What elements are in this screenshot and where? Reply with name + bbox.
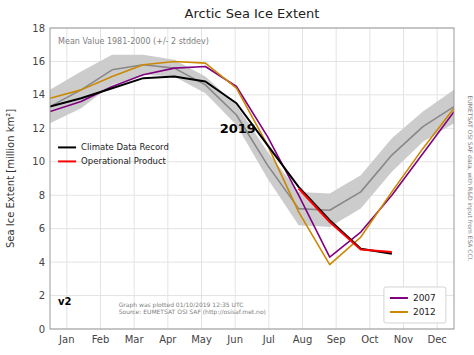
- legend-label: Operational Product: [81, 156, 167, 166]
- x-tick-label: Feb: [92, 334, 110, 345]
- x-tick-label: Oct: [361, 334, 378, 345]
- legend-swatch: [58, 146, 76, 148]
- series-line: [50, 66, 454, 257]
- y-tick-label: 6: [39, 223, 45, 234]
- x-tick-label: Dec: [427, 334, 446, 345]
- series-line: [50, 76, 392, 253]
- y-tick-label: 2: [39, 290, 45, 301]
- chart: 0 2 4 6 8 10 12 14 16 18 Jan Feb Mar Apr May Jun Jul Aug S…: [0, 0, 474, 355]
- y-grid-line: [50, 228, 454, 229]
- title: Arctic Sea Ice Extent: [185, 6, 320, 21]
- legend-swatch: [58, 160, 76, 162]
- y-tick-label: 14: [32, 89, 45, 100]
- legend: 2007 2012: [384, 287, 446, 323]
- grid: [50, 28, 454, 329]
- annotation-2019: 2019: [220, 121, 256, 136]
- plot-area: [50, 55, 454, 265]
- x-grid-line: [437, 28, 438, 329]
- x-tick-label: Aug: [293, 334, 313, 345]
- legend-2019: Climate Data Record Operational Product: [58, 142, 169, 166]
- legend-box: [384, 287, 446, 323]
- annotation-line: Source: EUMETSAT OSI SAF (http://osisaf.…: [119, 308, 266, 316]
- x-tick-label: Sep: [327, 334, 346, 345]
- x-tick-label: Jul: [262, 334, 275, 345]
- annotation-version: v2: [58, 296, 72, 307]
- annotation-credit: EUMETSAT OSI SAF data, with R&D input fr…: [466, 96, 474, 262]
- legend-label: 2007: [413, 293, 436, 303]
- plot-frame: [50, 28, 454, 329]
- y-tick-label: 10: [32, 156, 45, 167]
- y-tick-label: 0: [39, 324, 45, 335]
- y-grid-line: [50, 195, 454, 196]
- mean-label: Mean Value 1981-2000 (+/- 2 stddev): [58, 37, 209, 46]
- y-axis-label: Sea Ice Extent [million km²]: [5, 109, 16, 248]
- x-grid-line: [302, 28, 303, 329]
- y-tick-label: 16: [32, 56, 45, 67]
- y-tick-label: 4: [39, 257, 45, 268]
- y-tick-label: 12: [32, 123, 45, 134]
- y-tick-label: 8: [39, 190, 45, 201]
- x-grid-line: [336, 28, 337, 329]
- x-tick-label: May: [191, 334, 212, 345]
- background: [0, 0, 474, 355]
- x-tick-label: Jan: [58, 334, 74, 345]
- x-grid-line: [235, 28, 236, 329]
- series-line: [299, 189, 392, 253]
- legend-swatch: [390, 311, 408, 313]
- x-tick-label: Nov: [394, 334, 414, 345]
- series-line: [50, 61, 454, 264]
- x-tick-label: Apr: [159, 334, 177, 345]
- x-tick-label: Mar: [125, 334, 145, 345]
- annotation-source: Graph was plotted 01/10/2019 12:35 UTCSo…: [119, 301, 266, 316]
- y-tick-label: 18: [32, 23, 45, 34]
- mean-band: [50, 55, 454, 227]
- legend-label: Climate Data Record: [81, 142, 169, 152]
- y-grid-line: [50, 262, 454, 263]
- y-grid-line: [50, 94, 454, 95]
- legend-swatch: [390, 297, 408, 299]
- x-tick-label: Jun: [226, 334, 243, 345]
- x-grid-line: [201, 28, 202, 329]
- x-grid-line: [66, 28, 67, 329]
- legend-label: 2012: [413, 307, 436, 317]
